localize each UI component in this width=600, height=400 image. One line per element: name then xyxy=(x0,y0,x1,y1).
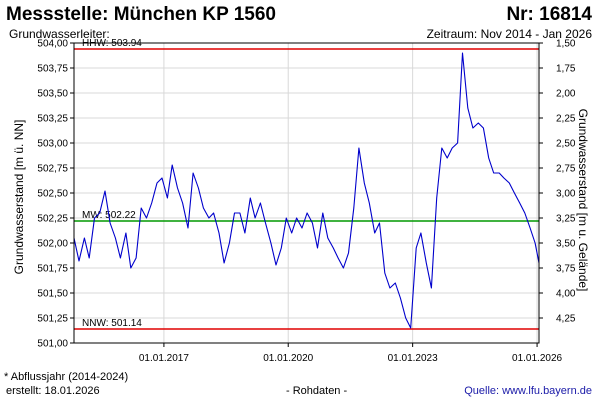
chart-grid xyxy=(74,42,539,344)
x-tick-label: 01.01.2023 xyxy=(388,353,438,364)
y-tick-label-left: 503,25 xyxy=(37,114,68,125)
y-axis-left: 501,00 501,25 501,50 501,75 502,00 502,25 502,… xyxy=(37,39,74,350)
page-title: Messstelle: München KP 1560 xyxy=(6,4,276,25)
y-tick-label-right: 2,00 xyxy=(556,89,576,100)
y-tick-label-left: 503,00 xyxy=(37,139,68,150)
y-axis-left-title: Grundwasserstand [m ü. NN] xyxy=(12,120,26,275)
x-tick-label: 01.01.2026 xyxy=(512,353,562,364)
y-axis-right-title: Grundwasserstand [m u. Gelände] xyxy=(576,109,590,292)
y-tick-label-left: 502,00 xyxy=(37,239,68,250)
y-tick-label-right: 1,75 xyxy=(556,64,576,75)
y-axis-right: 1,50 1,75 2,00 2,25 2,50 2,75 3,00 3,25 3,50 3,75… xyxy=(539,39,576,325)
y-tick-label-right: 2,50 xyxy=(556,139,576,150)
x-tick-label: 01.01.2017 xyxy=(139,353,189,364)
y-tick-label-right: 2,25 xyxy=(556,114,576,125)
y-tick-label-left: 501,25 xyxy=(37,314,68,325)
y-tick-label-right: 3,50 xyxy=(556,239,576,250)
y-tick-label-left: 502,25 xyxy=(37,214,68,225)
reference-line-label: NNW: 501.14 xyxy=(82,318,142,329)
aquifer-label: Grundwasserleiter: xyxy=(9,27,110,41)
footnote: * Abflussjahr (2014-2024) xyxy=(4,371,129,383)
y-tick-label-right: 4,00 xyxy=(556,289,576,300)
created-date: erstellt: 18.01.2026 xyxy=(6,385,100,397)
y-tick-label-right: 2,75 xyxy=(556,164,576,175)
y-tick-label-left: 501,75 xyxy=(37,264,68,275)
x-tick-label: 01.01.2020 xyxy=(263,353,313,364)
x-axis: 01.01.2017 01.01.2020 01.01.2023 01.01.2026 xyxy=(139,343,563,364)
y-tick-label-right: 1,50 xyxy=(556,39,576,50)
data-note: - Rohdaten - xyxy=(286,385,348,397)
y-tick-label-left: 501,50 xyxy=(37,289,68,300)
y-tick-label-left: 503,75 xyxy=(37,64,68,75)
period-label: Zeitraum: Nov 2014 - Jan 2026 xyxy=(426,27,592,41)
y-tick-label-left: 501,00 xyxy=(37,339,68,350)
series-layer xyxy=(73,52,540,329)
series-line xyxy=(73,52,540,329)
y-tick-label-right: 3,25 xyxy=(556,214,576,225)
y-tick-label-right: 4,25 xyxy=(556,314,576,325)
y-tick-label-right: 3,75 xyxy=(556,264,576,275)
y-tick-label-right: 3,00 xyxy=(556,189,576,200)
source-link[interactable]: Quelle: www.lfu.bayern.de xyxy=(464,385,592,397)
station-number: Nr: 16814 xyxy=(506,4,592,25)
y-tick-label-left: 502,75 xyxy=(37,164,68,175)
y-tick-label-left: 503,50 xyxy=(37,89,68,100)
y-tick-label-left: 504,00 xyxy=(37,39,68,50)
y-tick-label-left: 502,50 xyxy=(37,189,68,200)
